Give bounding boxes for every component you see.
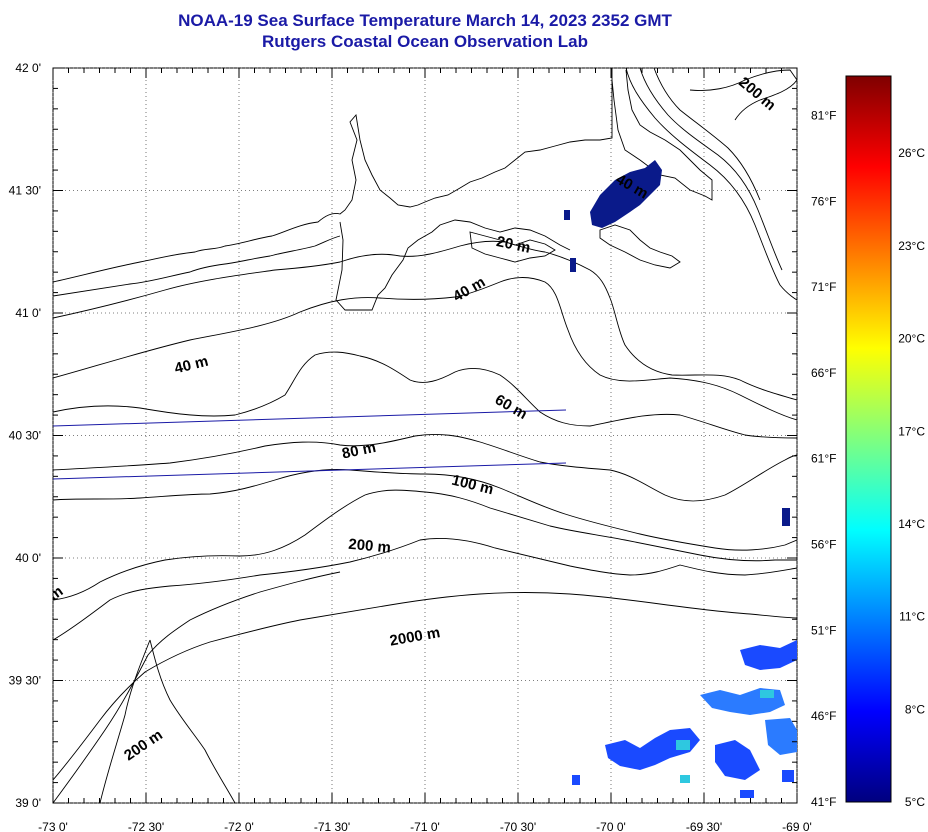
lon-tick-label: -69 30' (686, 820, 722, 832)
celsius-label: 5°C (905, 795, 925, 809)
lat-tick-label: 40 0' (15, 551, 41, 565)
fahrenheit-label: 81°F (811, 108, 836, 122)
celsius-label: 23°C (898, 239, 925, 253)
sst-patch-small-1 (564, 210, 570, 220)
celsius-label: 26°C (898, 146, 925, 160)
contour-label: 200 m (348, 536, 392, 557)
sst-patch-south-11 (782, 770, 794, 782)
contour-gulf-maine (689, 69, 797, 121)
lat-tick-label: 41 30' (9, 184, 41, 198)
sst-patch-small-2 (570, 258, 576, 272)
longitude-labels: -73 0' -72 30' -72 0' -71 30' -71 0' -70 30' -… (38, 820, 812, 832)
coastline-nantucket (599, 224, 681, 269)
contour-200m-east (53, 538, 797, 641)
fahrenheit-label: 51°F (811, 623, 836, 637)
contour-canyon-2 (99, 639, 151, 803)
lon-tick-label: -70 0' (596, 820, 626, 832)
contour-georges-200m (625, 68, 797, 301)
contour-20m (53, 240, 797, 401)
coastline-block-island-bay (335, 219, 571, 311)
latitude-labels: 42 0' 41 30' 41 0' 40 30' 40 0' 39 30' 39 0' (9, 61, 41, 810)
lat-tick-label: 39 0' (15, 796, 41, 810)
fahrenheit-label: 66°F (811, 366, 836, 380)
contour-60m (53, 351, 797, 439)
celsius-label: 17°C (898, 424, 925, 438)
contour-200m-southwest (53, 571, 341, 803)
fahrenheit-label: 71°F (811, 280, 836, 294)
lon-tick-label: -71 30' (314, 820, 350, 832)
contour-100m (53, 469, 797, 551)
fahrenheit-label: 56°F (811, 538, 836, 552)
lon-tick-label: -69 0' (782, 820, 812, 832)
axis-ticks (52, 67, 798, 804)
contour-georges-100m (639, 68, 783, 271)
lon-tick-label: -72 0' (224, 820, 254, 832)
sst-patch-south-4 (765, 718, 797, 755)
celsius-label: 8°C (905, 702, 925, 716)
transect-line-north (53, 409, 567, 427)
sst-patch-south-1 (605, 728, 700, 770)
lat-tick-label: 42 0' (15, 61, 41, 75)
contour-label: 20 m (495, 233, 532, 257)
fahrenheit-label: 46°F (811, 709, 836, 723)
sst-patch-south-9 (572, 775, 580, 785)
transect-line-south (53, 462, 567, 480)
lon-tick-label: -72 30' (128, 820, 164, 832)
sst-patch-south-3 (740, 640, 797, 670)
celsius-label: 14°C (898, 517, 925, 531)
celsius-label: 11°C (899, 610, 925, 624)
lon-tick-label: -70 30' (500, 820, 536, 832)
sst-patch-south-6 (676, 740, 690, 750)
title-line-2: Rutgers Coastal Ocean Observation Lab (262, 32, 588, 51)
fahrenheit-label: 76°F (811, 194, 836, 208)
lat-tick-label: 40 30' (9, 429, 41, 443)
contour-40m-north (53, 277, 797, 421)
celsius-label: 20°C (898, 332, 925, 346)
contour-label: 80 m (340, 439, 377, 463)
contour-canyon (149, 639, 236, 803)
sst-patch-south-7 (760, 690, 774, 698)
lat-tick-label: 39 30' (9, 674, 41, 688)
coastline-connecticut-ri (53, 68, 613, 283)
map-title: NOAA-19 Sea Surface Temperature March 14… (0, 10, 850, 52)
colorbar: 26°C 23°C 20°C 17°C 14°C 11°C 8°C 5°C 81°F 76°F 7… (811, 75, 925, 809)
contour-georges-60m (653, 68, 761, 201)
colorbar-gradient (845, 75, 892, 803)
lon-tick-label: -73 0' (38, 820, 68, 832)
sst-patch-south-10 (740, 790, 754, 798)
lat-tick-label: 41 0' (15, 306, 41, 320)
coastline-cape-cod (611, 69, 713, 201)
sst-patches (564, 160, 797, 798)
sst-patch-south-5 (715, 740, 760, 780)
sst-patch-east (782, 508, 790, 526)
sst-patch-south-8 (680, 775, 690, 783)
colorbar-celsius-labels: 26°C 23°C 20°C 17°C 14°C 11°C 8°C 5°C (898, 146, 925, 809)
sst-patch-cold-north (590, 160, 662, 228)
title-line-1: NOAA-19 Sea Surface Temperature March 14… (178, 11, 672, 30)
colorbar-fahrenheit-labels: 81°F 76°F 71°F 66°F 61°F 56°F 51°F 46°F 41°F (811, 108, 836, 809)
fahrenheit-label: 41°F (811, 795, 836, 809)
lon-tick-label: -71 0' (410, 820, 440, 832)
contour-80m (53, 433, 797, 502)
coastline-long-island-sound (53, 235, 341, 297)
fahrenheit-label: 61°F (811, 452, 836, 466)
contour-2000m (53, 592, 797, 781)
contour-200m (53, 489, 797, 601)
